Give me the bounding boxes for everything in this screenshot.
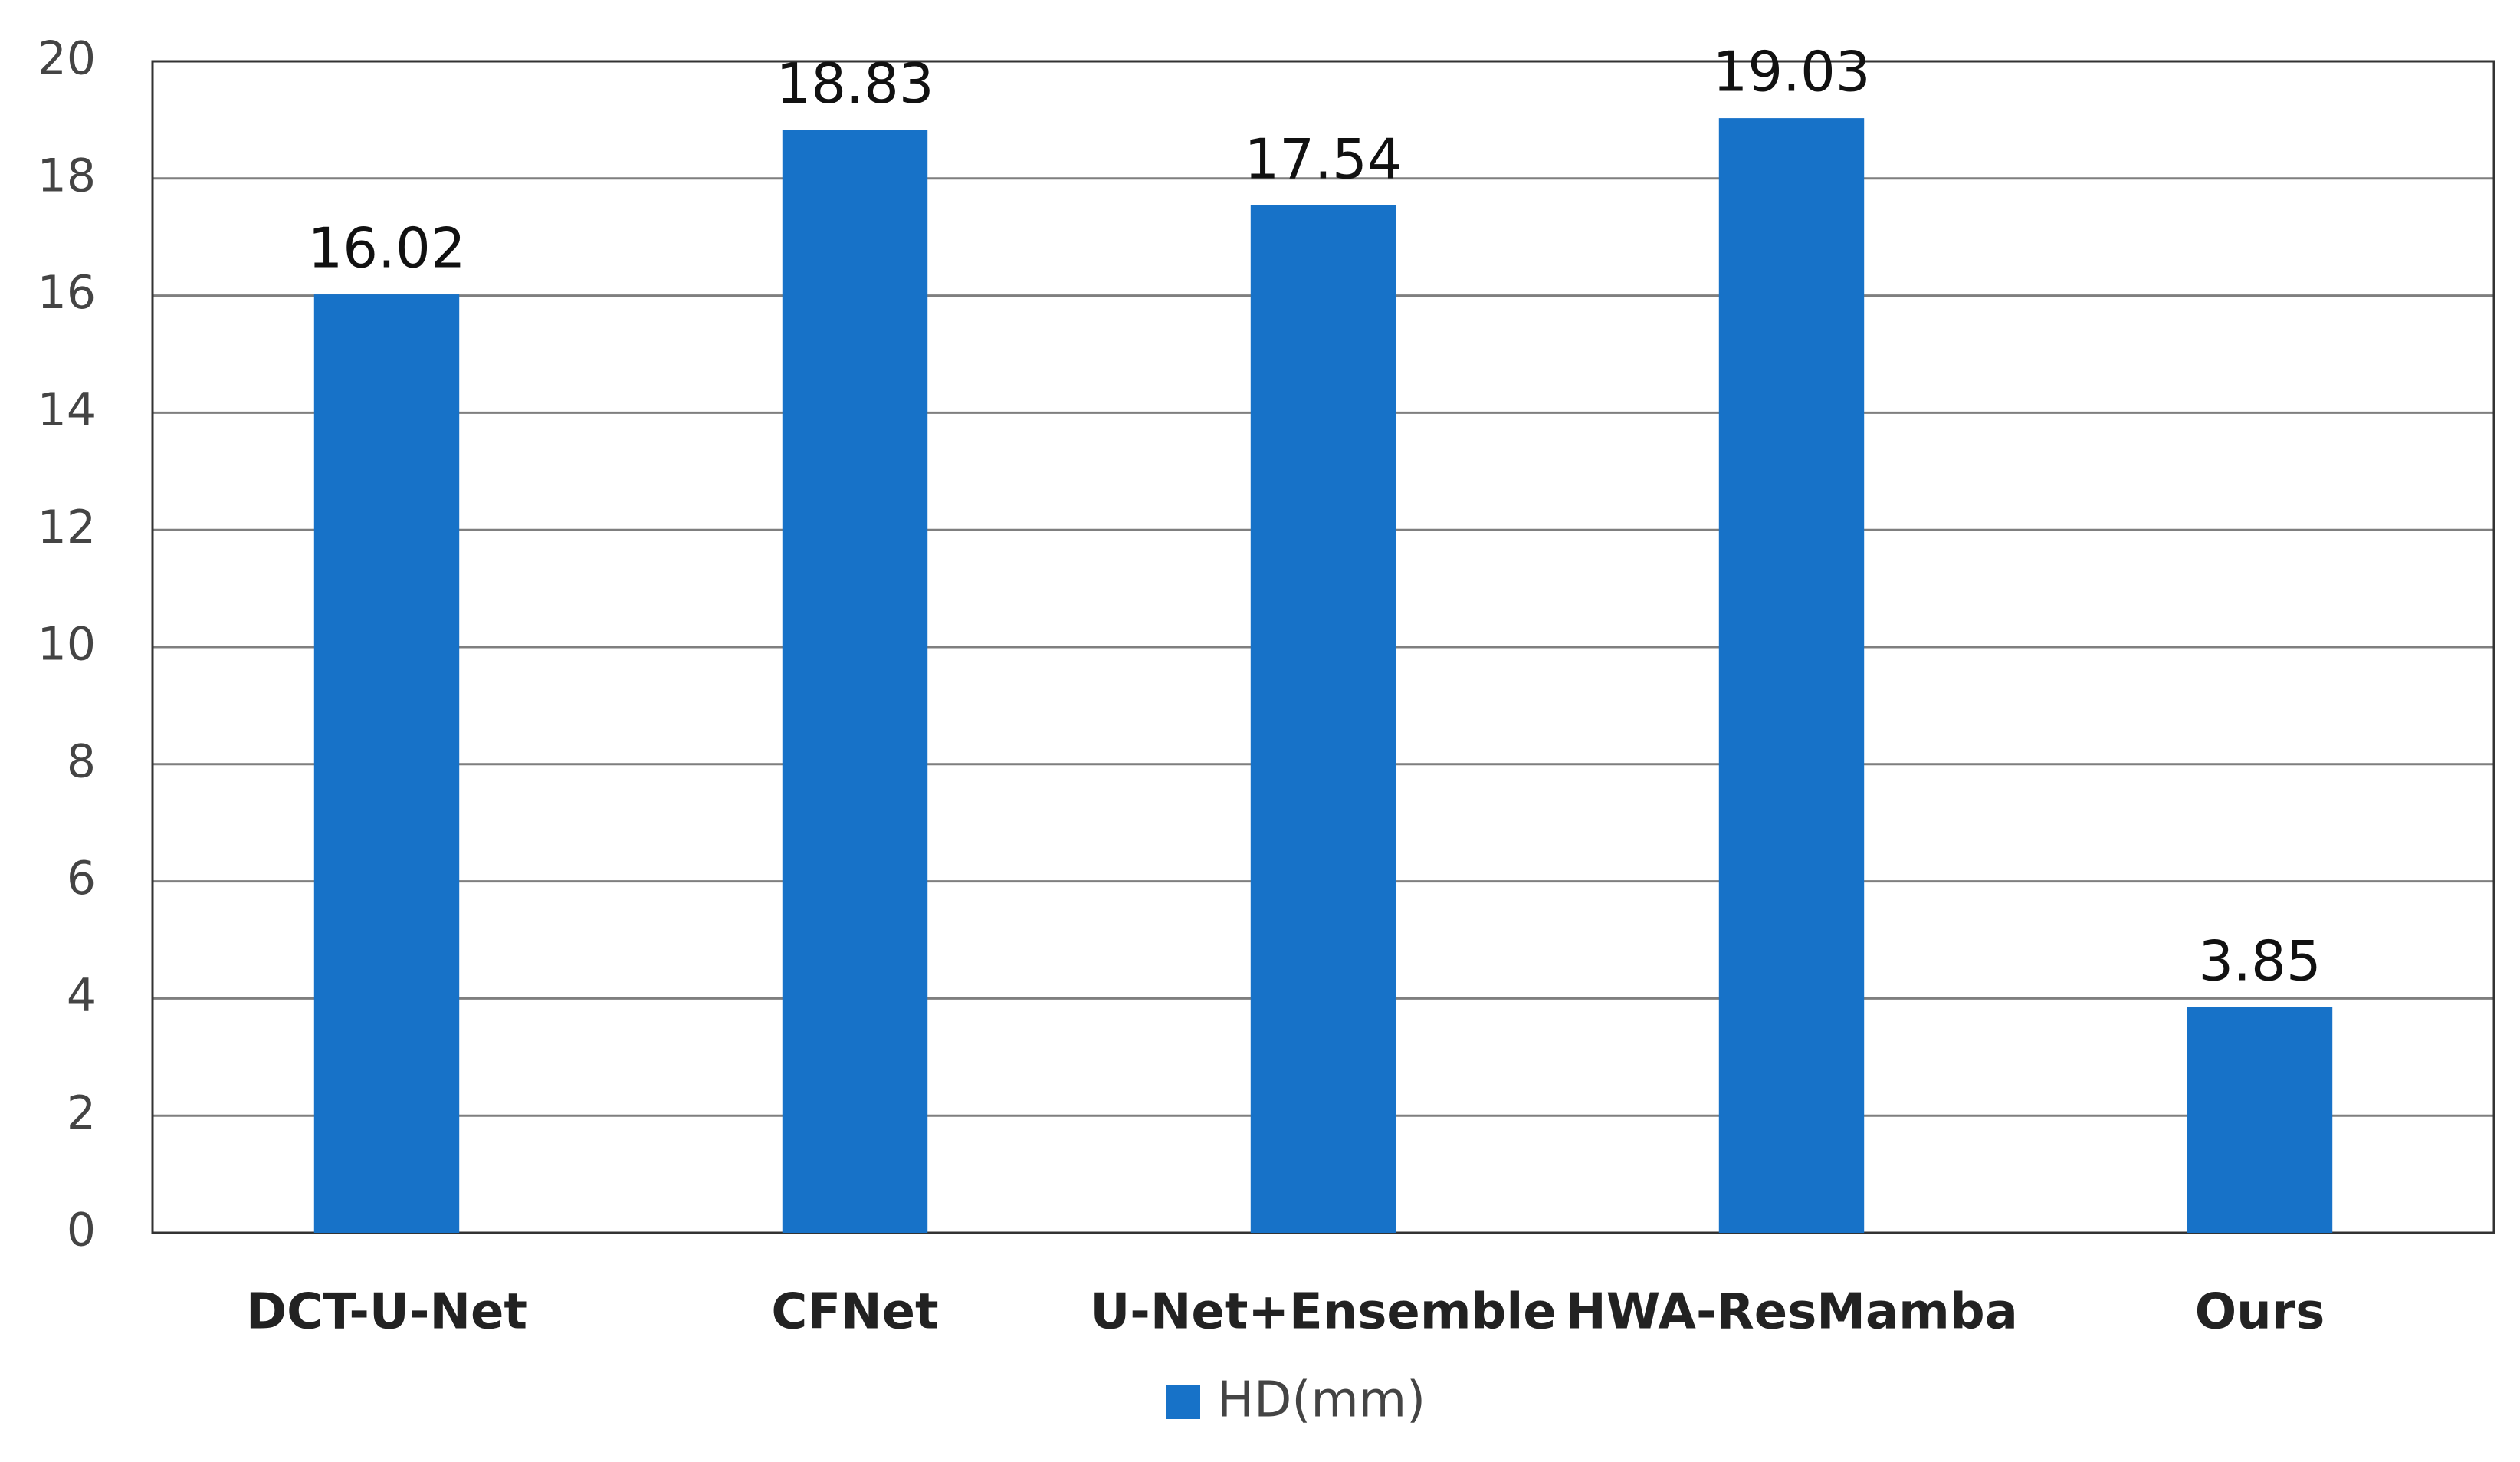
data-label: 16.02	[307, 216, 465, 281]
y-tick-label: 14	[38, 383, 96, 437]
y-tick-label: 8	[67, 734, 96, 788]
legend-label: HD(mm)	[1217, 1372, 1426, 1429]
y-tick-label: 18	[38, 149, 96, 202]
y-tick-label: 16	[38, 266, 96, 320]
data-label: 17.54	[1244, 126, 1402, 191]
y-tick-label: 20	[38, 32, 96, 86]
x-tick-label: Ours	[2195, 1284, 2325, 1341]
x-tick-label: U-Net+Ensemble	[1090, 1284, 1556, 1341]
y-tick-label: 6	[67, 852, 96, 905]
bar	[1250, 205, 1396, 1234]
data-label: 18.83	[776, 51, 934, 116]
data-label: 3.85	[2198, 928, 2321, 993]
y-tick-label: 12	[38, 501, 96, 554]
bar	[1718, 118, 1865, 1233]
y-tick-label: 0	[67, 1204, 96, 1257]
y-tick-label: 2	[67, 1086, 96, 1140]
bar	[2187, 1007, 2333, 1233]
bar	[313, 294, 460, 1233]
bar	[782, 130, 928, 1234]
x-tick-label: CFNet	[771, 1284, 938, 1341]
data-label: 19.03	[1712, 40, 1870, 104]
y-tick-label: 10	[38, 618, 96, 672]
y-tick-label: 4	[67, 969, 96, 1023]
x-tick-label: HWA-ResMamba	[1565, 1284, 2018, 1341]
legend-swatch	[1166, 1385, 1200, 1419]
x-tick-label: DCT-U-Net	[246, 1284, 527, 1341]
